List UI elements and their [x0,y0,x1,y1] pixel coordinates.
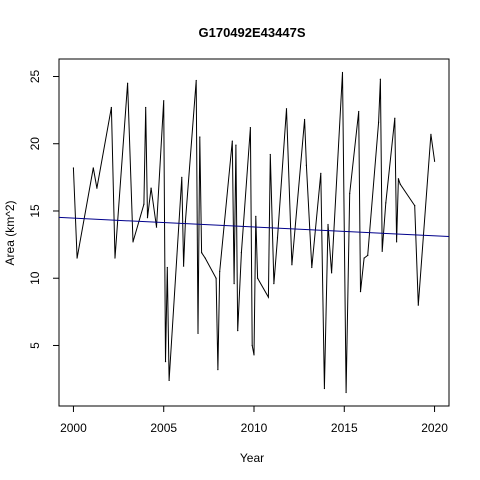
data-point [96,187,98,189]
data-point [276,237,279,239]
y-tick-label: 20 [28,137,42,151]
data-point [155,226,158,228]
y-tick-label: 5 [28,342,42,349]
plot-area: 2000 2005 2010 2015 2020 5 10 15 20 25 [28,58,450,435]
data-point [251,344,253,347]
data-point [291,264,293,266]
data-point [237,330,239,332]
data-point [145,106,147,109]
data-point [414,205,416,207]
data-point [331,272,333,274]
y-tick-label: 25 [28,69,42,83]
data-point [110,106,112,109]
data-point [285,108,288,110]
data-point [417,304,419,306]
x-axis: 2000 2005 2010 2015 2020 [60,406,448,435]
data-point [305,164,307,166]
data-point [143,203,145,205]
data-point [433,160,436,162]
data-point [231,140,233,142]
data-point [367,254,369,256]
data-point [397,178,400,180]
data-point [72,167,75,169]
data-point [345,391,347,394]
data-point [182,265,185,267]
x-tick-label: 2010 [241,421,268,435]
data-point [204,257,206,259]
data-point [195,79,197,82]
data-point [394,117,396,119]
x-tick-label: 2015 [331,421,358,435]
data-point [363,257,365,259]
y-axis: 5 10 15 20 25 [28,69,59,349]
data-point [273,283,275,285]
x-axis-label: Year [240,451,264,465]
data-point [311,266,313,269]
data-point [184,221,186,223]
data-point [385,202,387,204]
data-point [76,257,78,259]
data-point [381,250,383,252]
data-point [379,78,381,80]
data-point [349,192,351,195]
data-point [320,172,322,174]
data-point [199,136,201,138]
data-point [233,283,235,285]
data-point [253,354,255,356]
series-points [72,71,436,394]
data-point [399,183,401,185]
y-axis-label: Area (km^2) [3,201,17,266]
data-point [219,270,221,273]
data-point [163,100,165,102]
data-point [132,241,134,243]
data-point [166,266,168,269]
data-point [358,110,360,113]
x-tick-label: 2020 [421,421,448,435]
y-tick-label: 15 [28,204,42,218]
data-point [269,153,271,156]
data-point [323,387,326,390]
data-point [240,252,242,254]
data-point [197,332,199,334]
data-point [341,71,344,74]
data-point [217,369,219,371]
data-point [127,82,129,84]
data-point [146,217,149,219]
data-point [92,167,94,169]
data-point [235,144,237,146]
data-point [215,277,217,279]
data-point [267,296,270,298]
data-point [327,223,329,226]
data-point [430,133,432,135]
data-point [114,257,116,259]
data-point [249,126,251,129]
data-point [255,215,257,217]
data-point [377,121,380,123]
data-point [150,187,152,189]
chart-title: G170492E43447S [199,25,306,40]
y-tick-label: 10 [28,271,42,285]
data-point [164,361,167,363]
x-tick-label: 2000 [60,421,87,435]
data-point [396,241,398,243]
data-point [181,176,183,178]
data-point [303,118,306,121]
trend-line [58,216,450,238]
data-point [257,277,259,279]
data-point [201,252,203,254]
data-point [168,379,170,382]
area-series-line [72,72,436,393]
x-tick-label: 2005 [150,421,177,435]
data-point [359,291,362,293]
